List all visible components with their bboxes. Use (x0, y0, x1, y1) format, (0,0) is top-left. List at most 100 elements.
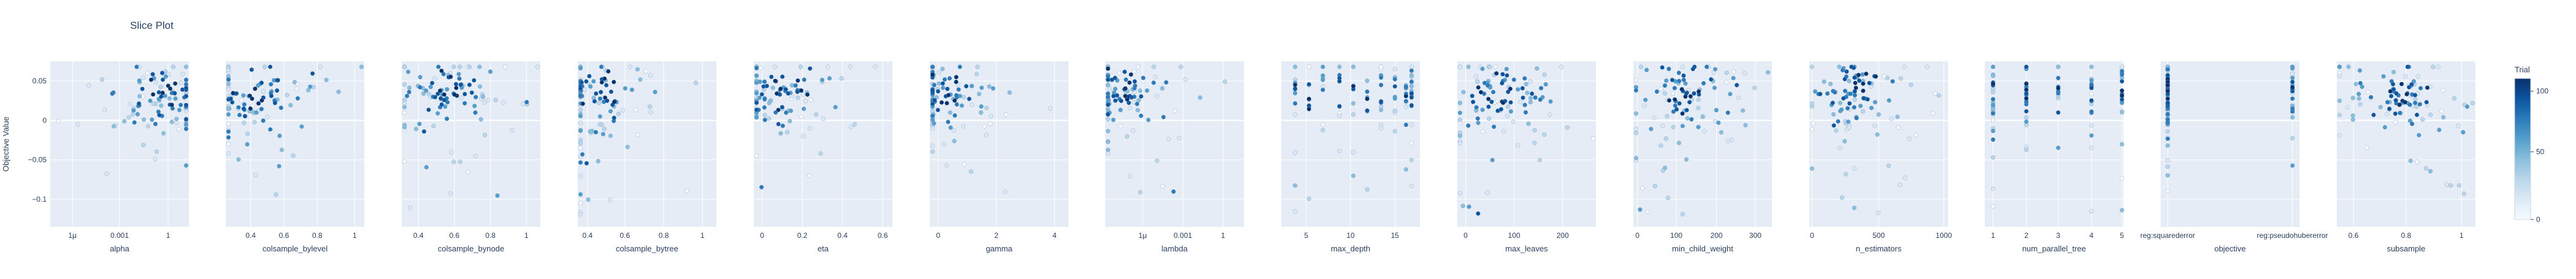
data-point (1105, 112, 1111, 117)
data-point (1723, 80, 1729, 85)
data-point (1700, 114, 1705, 119)
data-point (158, 84, 163, 90)
data-point (1716, 120, 1721, 125)
data-point (798, 64, 803, 69)
x-tick-label: 0 (1463, 231, 1468, 240)
data-point (1633, 78, 1639, 83)
data-point (1351, 64, 1356, 69)
data-point (2465, 104, 2470, 109)
data-point (183, 77, 189, 82)
x-axis-label-max_depth: max_depth (1331, 244, 1370, 253)
data-point (1183, 77, 1188, 82)
data-point (1666, 98, 1672, 103)
data-point (145, 124, 151, 129)
data-point (226, 106, 231, 111)
data-point (1925, 64, 1930, 69)
data-point (2393, 111, 2398, 116)
data-point (137, 78, 142, 83)
data-point (1633, 131, 1639, 136)
data-point (510, 128, 515, 133)
data-point (1365, 96, 1370, 101)
data-point (757, 95, 762, 101)
data-point (1500, 72, 1505, 77)
data-point (288, 102, 293, 108)
subplot-objective-background (2161, 61, 2299, 227)
data-point (130, 112, 136, 117)
data-point (429, 80, 435, 86)
data-point (772, 64, 777, 69)
data-point (451, 159, 456, 164)
data-point (754, 73, 759, 78)
subplot-num_parallel_tree-background (1985, 61, 2123, 227)
data-point (1876, 112, 1881, 117)
data-point (426, 91, 431, 96)
data-point (600, 132, 605, 137)
data-point (173, 96, 178, 101)
data-point (1124, 77, 1129, 82)
data-point (408, 205, 413, 210)
data-point (2337, 64, 2342, 69)
data-point (1642, 103, 1647, 108)
data-point (2024, 119, 2029, 124)
data-point (488, 69, 493, 74)
data-point (1409, 158, 1414, 162)
data-point (2089, 123, 2094, 128)
data-point (1003, 189, 1008, 194)
data-point (226, 86, 231, 92)
data-point (1990, 82, 1996, 86)
data-point (1852, 75, 1857, 80)
data-point (2404, 92, 2409, 97)
data-point (1474, 105, 1479, 110)
data-point (2345, 105, 2350, 110)
data-point (402, 82, 407, 87)
data-point (1119, 98, 1124, 104)
data-point (1138, 113, 1143, 118)
data-point (1293, 209, 1298, 214)
data-point (1861, 88, 1866, 93)
data-point (1663, 136, 1668, 141)
data-point (1321, 73, 1325, 78)
subplot-eta-background (754, 61, 892, 227)
data-point (402, 105, 407, 110)
data-point (437, 88, 443, 93)
data-point (306, 88, 311, 93)
data-point (2089, 78, 2094, 83)
data-point (978, 110, 984, 115)
data-point (402, 64, 407, 69)
data-point (1490, 158, 1495, 162)
data-point (1487, 116, 1492, 121)
data-point (1111, 117, 1116, 123)
data-point (629, 87, 634, 92)
data-point (1528, 79, 1533, 84)
data-point (611, 80, 616, 85)
data-point (1852, 105, 1857, 110)
data-point (2056, 110, 2061, 115)
data-point (945, 101, 949, 105)
data-point (2397, 102, 2402, 107)
data-point (956, 87, 961, 92)
data-point (1890, 79, 1895, 84)
data-point (1113, 98, 1118, 103)
data-point (1681, 73, 1686, 78)
data-point (2120, 142, 2125, 147)
data-point (623, 86, 627, 91)
data-point (2165, 101, 2170, 105)
data-point (653, 90, 657, 94)
data-point (183, 163, 189, 168)
x-tick-label: 0.2 (797, 231, 808, 240)
data-point (795, 95, 800, 100)
data-point (818, 151, 823, 156)
data-point (599, 90, 604, 94)
data-point (1471, 99, 1476, 104)
data-point (173, 81, 178, 86)
data-point (159, 103, 164, 108)
data-point (1293, 101, 1298, 106)
x-tick-label: 200 (1711, 231, 1723, 240)
data-point (2387, 106, 2392, 112)
x-tick-label: 10 (1346, 231, 1355, 240)
data-point (2423, 166, 2429, 171)
data-point (1876, 210, 1881, 215)
data-point (2120, 176, 2125, 181)
data-point (226, 112, 231, 117)
data-point (599, 64, 604, 69)
